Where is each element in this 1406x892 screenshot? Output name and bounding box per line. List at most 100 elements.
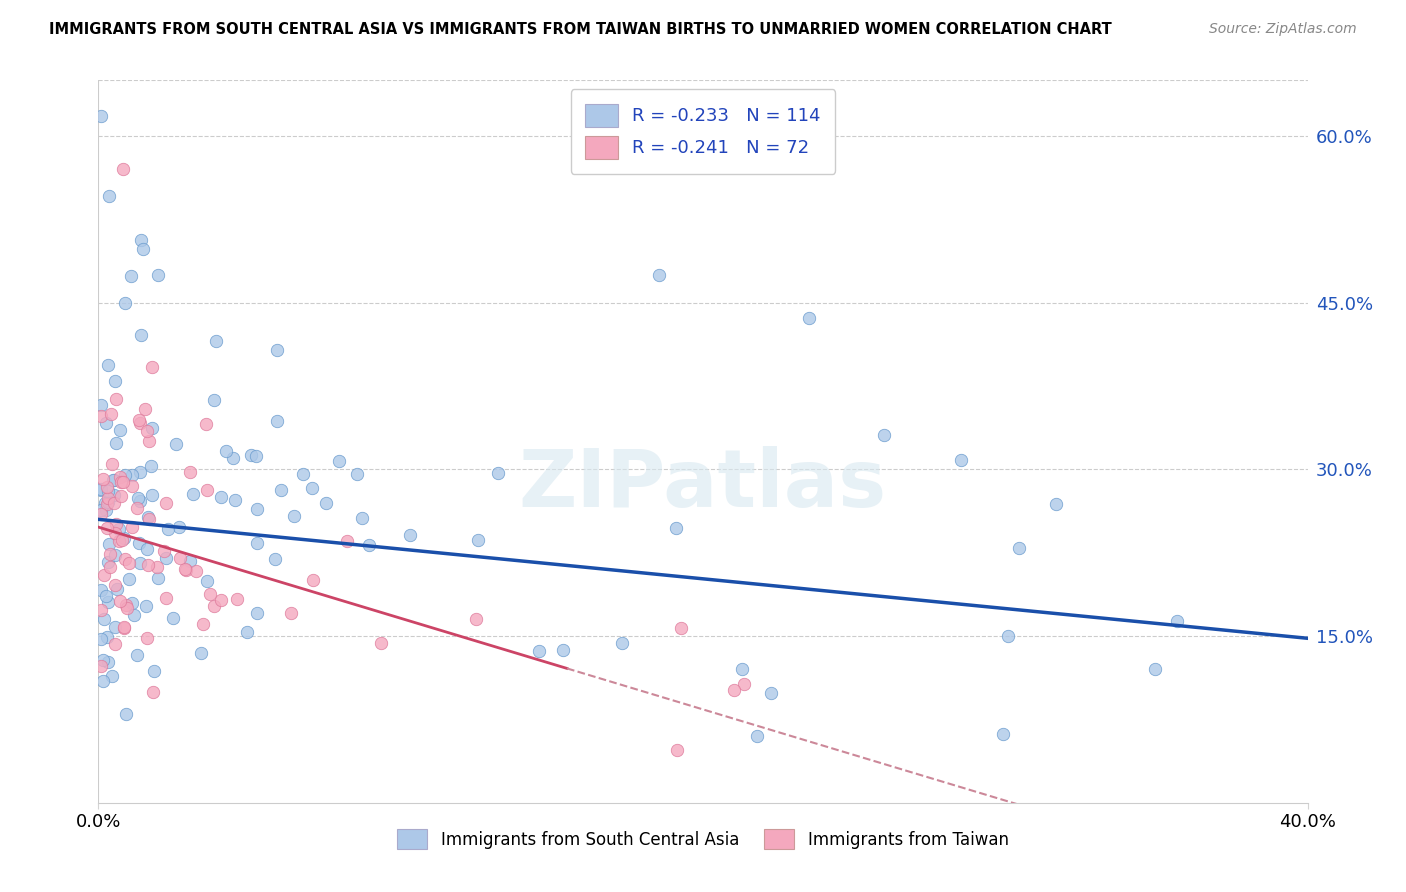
Point bbox=[104, 374, 127, 388]
Point bbox=[731, 662, 754, 676]
Point bbox=[110, 475, 132, 489]
Point bbox=[202, 599, 225, 614]
Point bbox=[723, 683, 745, 698]
Point bbox=[146, 268, 169, 282]
Point bbox=[745, 729, 768, 743]
Point bbox=[205, 334, 228, 349]
Point bbox=[127, 491, 149, 506]
Point bbox=[155, 591, 177, 605]
Point bbox=[114, 467, 136, 482]
Point bbox=[465, 612, 488, 626]
Point bbox=[143, 665, 166, 679]
Point bbox=[135, 599, 157, 613]
Point bbox=[993, 727, 1015, 741]
Point bbox=[733, 677, 755, 691]
Point bbox=[101, 669, 124, 683]
Point bbox=[104, 516, 127, 531]
Point bbox=[97, 358, 120, 372]
Point bbox=[96, 497, 118, 511]
Point bbox=[97, 555, 120, 569]
Point bbox=[103, 496, 125, 510]
Point bbox=[162, 611, 184, 625]
Point bbox=[302, 573, 325, 587]
Point bbox=[191, 617, 214, 632]
Point bbox=[142, 685, 165, 699]
Point bbox=[195, 574, 218, 588]
Point bbox=[553, 643, 575, 657]
Point bbox=[94, 503, 117, 517]
Point bbox=[93, 567, 115, 582]
Point bbox=[103, 473, 125, 487]
Point bbox=[266, 414, 288, 428]
Point bbox=[214, 443, 236, 458]
Point bbox=[124, 607, 146, 622]
Point bbox=[90, 507, 112, 521]
Point bbox=[209, 592, 232, 607]
Point bbox=[370, 635, 392, 649]
Point bbox=[612, 636, 634, 650]
Point bbox=[200, 587, 222, 601]
Point bbox=[169, 550, 191, 565]
Point bbox=[873, 427, 896, 442]
Point bbox=[141, 360, 163, 375]
Point bbox=[132, 242, 155, 256]
Point bbox=[997, 629, 1019, 643]
Point bbox=[104, 638, 127, 652]
Point bbox=[90, 632, 112, 646]
Point bbox=[90, 659, 112, 673]
Point bbox=[141, 421, 163, 435]
Point bbox=[98, 547, 121, 561]
Point bbox=[291, 467, 314, 481]
Point bbox=[121, 596, 143, 610]
Point bbox=[1045, 497, 1067, 511]
Point bbox=[1008, 541, 1031, 555]
Point bbox=[246, 607, 269, 621]
Point bbox=[112, 619, 135, 633]
Point bbox=[108, 522, 131, 536]
Point bbox=[155, 496, 177, 510]
Point bbox=[136, 558, 159, 572]
Point bbox=[114, 295, 136, 310]
Point bbox=[93, 472, 115, 486]
Point bbox=[155, 551, 177, 566]
Point bbox=[648, 268, 671, 283]
Point bbox=[105, 582, 128, 597]
Point bbox=[101, 457, 124, 471]
Point bbox=[165, 437, 187, 451]
Point bbox=[181, 487, 204, 501]
Point bbox=[97, 483, 120, 498]
Point bbox=[264, 552, 287, 566]
Point bbox=[111, 533, 134, 548]
Point bbox=[118, 556, 141, 570]
Point bbox=[114, 551, 136, 566]
Point bbox=[224, 493, 246, 508]
Point bbox=[195, 483, 218, 498]
Point bbox=[93, 612, 115, 626]
Point bbox=[190, 646, 212, 660]
Point bbox=[110, 594, 132, 608]
Point bbox=[209, 491, 232, 505]
Point bbox=[139, 458, 162, 473]
Point bbox=[179, 466, 201, 480]
Point bbox=[352, 511, 374, 525]
Point bbox=[1143, 662, 1166, 676]
Point bbox=[90, 582, 112, 597]
Point bbox=[486, 467, 509, 481]
Point bbox=[105, 392, 128, 406]
Point bbox=[96, 655, 118, 669]
Point bbox=[136, 631, 159, 645]
Point bbox=[128, 493, 150, 508]
Point bbox=[266, 343, 288, 358]
Point bbox=[115, 598, 138, 612]
Point bbox=[136, 510, 159, 524]
Point bbox=[97, 188, 120, 202]
Point bbox=[236, 624, 259, 639]
Point bbox=[97, 495, 120, 509]
Point bbox=[98, 537, 121, 551]
Point bbox=[134, 401, 156, 416]
Y-axis label: Births to Unmarried Women: Births to Unmarried Women bbox=[0, 326, 8, 558]
Point bbox=[128, 413, 150, 427]
Point bbox=[665, 521, 688, 535]
Point bbox=[950, 452, 973, 467]
Point bbox=[110, 489, 132, 503]
